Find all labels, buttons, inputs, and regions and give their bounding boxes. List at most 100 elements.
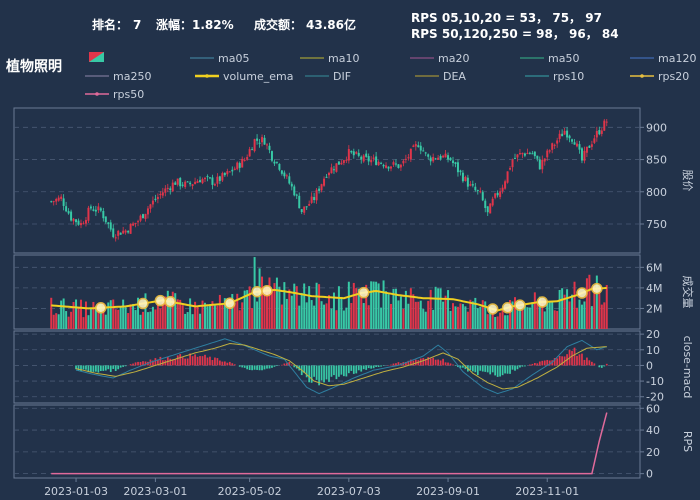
- macd-bar: [367, 365, 370, 369]
- volume-bar: [266, 286, 268, 329]
- volume-bar: [603, 302, 606, 329]
- candle-body: [142, 214, 144, 219]
- volume-bar: [211, 301, 214, 329]
- macd-bar: [290, 364, 293, 366]
- candle-body: [432, 157, 435, 162]
- volume-bar: [199, 313, 202, 329]
- volume-bar: [221, 305, 224, 329]
- volume-bar: [97, 303, 100, 329]
- rps-line-2: RPS 50,120,250 = 98， 96， 84: [411, 27, 619, 41]
- volume-bar: [55, 313, 58, 329]
- candle-body: [501, 187, 504, 192]
- macd-bar: [452, 364, 454, 366]
- candle-body: [600, 130, 603, 134]
- legend-item-rps20: rps20: [630, 70, 689, 83]
- legend-label: ma05: [218, 52, 249, 65]
- volume-bar: [124, 307, 127, 329]
- volume-bar: [484, 301, 487, 329]
- macd-bar: [95, 365, 97, 372]
- volume-bar: [99, 304, 102, 329]
- volume-bar: [94, 306, 97, 329]
- macd-bar: [581, 353, 583, 366]
- volume-bar: [238, 310, 241, 329]
- macd-bar: [330, 365, 333, 377]
- macd-bar: [228, 361, 231, 366]
- volume-bar: [573, 281, 576, 329]
- volume-bar: [285, 298, 288, 329]
- macd-bar: [362, 365, 365, 370]
- volume-bar: [67, 316, 70, 329]
- volume-bar: [295, 286, 298, 329]
- macd-bar: [216, 358, 219, 366]
- macd-bar: [350, 365, 353, 371]
- candle-body: [380, 162, 383, 164]
- volume-bar: [337, 286, 340, 329]
- volume-bar: [370, 281, 373, 329]
- macd-bar: [124, 365, 127, 367]
- candle-body: [216, 176, 219, 184]
- y-tick-label: -20: [646, 391, 664, 404]
- volume-bar: [226, 298, 229, 329]
- volume-bar: [174, 293, 177, 329]
- volume-bar: [208, 304, 211, 329]
- volume-bar: [422, 309, 425, 329]
- volume-bar: [151, 306, 154, 329]
- volume-bar: [447, 290, 450, 329]
- candle-body: [65, 206, 68, 212]
- macd-bar: [194, 354, 196, 366]
- candle-body: [55, 199, 58, 202]
- candle-body: [50, 201, 53, 203]
- volume-bar: [179, 299, 182, 329]
- candle-body: [181, 184, 184, 186]
- macd-bar: [263, 365, 266, 370]
- macd-bar: [97, 365, 100, 373]
- legend-item-ma120: ma120: [630, 52, 696, 65]
- volume-bar: [536, 302, 539, 329]
- macd-bar: [576, 355, 578, 366]
- volume-bar: [464, 306, 467, 329]
- legend-label: ma120: [658, 52, 696, 65]
- volume-bar: [424, 311, 427, 329]
- volume-bar: [380, 307, 383, 329]
- candle-body: [228, 171, 231, 173]
- candle-body: [310, 196, 313, 203]
- candle-body: [484, 200, 487, 208]
- volume-bar: [526, 307, 529, 329]
- candle-body: [67, 211, 70, 214]
- volume-bar: [204, 302, 206, 329]
- candle-body: [129, 223, 132, 234]
- candle-body: [573, 142, 576, 145]
- volume-bar: [142, 311, 144, 329]
- volume-bar: [397, 300, 400, 329]
- volume-bar: [52, 314, 55, 329]
- y-tick-label: 2M: [646, 302, 663, 315]
- candle-body: [122, 230, 125, 234]
- volume-marker: [95, 302, 107, 314]
- legend-label: volume_ema: [223, 70, 293, 83]
- candle-body: [335, 163, 338, 172]
- macd-bar: [469, 365, 472, 370]
- macd-bar: [548, 360, 551, 366]
- macd-bar: [338, 365, 340, 377]
- candle-body: [233, 168, 236, 170]
- candle-body: [452, 160, 454, 164]
- macd-bar: [209, 356, 211, 366]
- volume-bar: [75, 299, 78, 329]
- volume-bar: [189, 298, 192, 329]
- macd-bar: [157, 359, 159, 366]
- candle-body: [251, 149, 254, 151]
- candle-body: [226, 171, 229, 175]
- macd-bar: [471, 365, 474, 372]
- candle-body: [375, 156, 378, 165]
- macd-bar: [268, 365, 271, 369]
- candle-body: [196, 181, 199, 183]
- candle-body: [179, 178, 182, 187]
- macd-bar: [102, 365, 105, 371]
- volume-bar: [514, 297, 516, 329]
- candle-body: [588, 145, 591, 148]
- macd-bar: [506, 365, 509, 374]
- volume-marker: [501, 302, 514, 314]
- volume-bar: [223, 298, 226, 329]
- macd-bar: [427, 357, 430, 366]
- macd-bar: [494, 365, 497, 376]
